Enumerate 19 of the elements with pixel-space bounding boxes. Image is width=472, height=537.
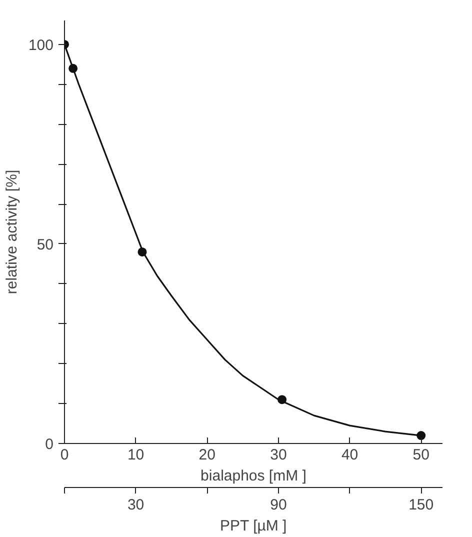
- y-tick-label: 100: [28, 36, 54, 54]
- point: [278, 395, 287, 404]
- y-axis-title: relative activity [%]: [3, 170, 20, 294]
- y-tick-label: 50: [36, 236, 54, 254]
- x-tick-label: 40: [341, 446, 358, 464]
- point: [416, 431, 426, 440]
- point: [68, 64, 78, 73]
- x2-tick-label: 30: [127, 496, 144, 514]
- x-tick-label: 50: [412, 446, 430, 464]
- x2-axis-title: PPT [µM ]: [220, 518, 287, 534]
- x-axis-title: bialaphos [mM ]: [200, 468, 306, 484]
- x-tick-label: 30: [270, 446, 287, 464]
- x2-tick-label: 90: [270, 496, 287, 514]
- x2-tick-label: 150: [408, 496, 434, 514]
- y-tick-label: 0: [45, 436, 54, 453]
- x-tick-label: 20: [198, 446, 216, 464]
- x-tick-label: 10: [127, 446, 144, 464]
- x-tick-label: 0: [60, 446, 69, 464]
- point: [138, 247, 147, 256]
